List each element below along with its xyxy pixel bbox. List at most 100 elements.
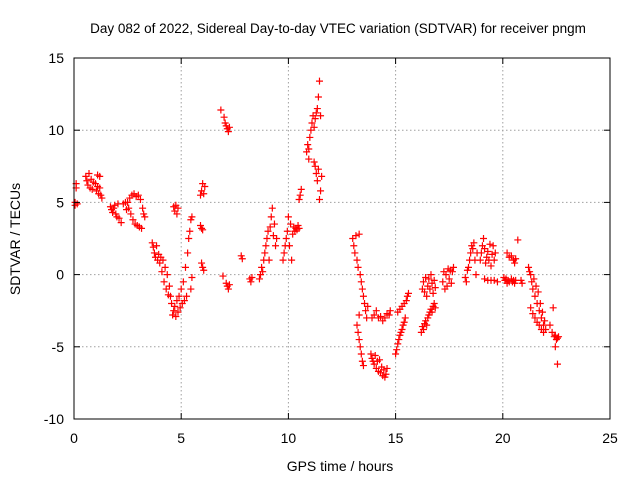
data-point — [380, 366, 388, 374]
data-point — [285, 242, 293, 250]
data-point — [264, 227, 272, 235]
data-point — [176, 304, 184, 312]
data-point — [488, 250, 496, 258]
data-point — [136, 196, 144, 204]
data-point — [174, 308, 182, 316]
data-point — [279, 256, 287, 264]
data-point — [148, 239, 156, 247]
data-point — [540, 328, 548, 336]
data-point — [199, 226, 207, 234]
data-point — [354, 328, 362, 336]
data-point — [200, 190, 208, 198]
data-point — [171, 302, 179, 310]
plot-frame — [73, 57, 611, 420]
data-point — [445, 275, 453, 283]
data-point — [150, 249, 158, 257]
data-point — [173, 210, 181, 218]
data-point — [267, 213, 275, 221]
data-point — [259, 268, 267, 276]
data-point — [355, 311, 363, 319]
data-point — [385, 311, 393, 319]
data-point — [270, 220, 278, 228]
data-point — [462, 278, 470, 286]
data-point — [308, 119, 316, 127]
data-point — [158, 268, 166, 276]
data-point — [98, 194, 106, 202]
data-point — [304, 141, 312, 149]
data-point — [310, 158, 318, 166]
data-point — [364, 302, 372, 310]
data-point — [288, 256, 296, 264]
data-point — [377, 312, 385, 320]
data-point — [535, 321, 543, 329]
data-point — [393, 346, 401, 354]
data-point — [356, 271, 364, 279]
data-point — [282, 235, 290, 242]
data-point — [470, 239, 478, 247]
data-point — [370, 311, 378, 319]
data-point — [490, 256, 498, 264]
x-tick-label: 15 — [388, 430, 404, 446]
data-point — [186, 227, 194, 235]
data-point — [312, 170, 320, 178]
data-point — [265, 256, 273, 264]
data-point — [317, 187, 325, 195]
data-point — [367, 350, 375, 358]
data-point — [127, 210, 135, 218]
data-point — [220, 113, 228, 121]
data-point — [280, 249, 288, 257]
x-axis-label: GPS time / hours — [287, 458, 394, 474]
x-tick-labels: 0 5 10 15 20 25 — [70, 430, 618, 446]
data-point — [352, 232, 360, 240]
data-point — [461, 273, 469, 281]
data-point — [359, 362, 367, 370]
y-tick-label: -5 — [52, 339, 65, 355]
data-point — [355, 230, 363, 238]
data-point — [351, 249, 359, 257]
data-point — [170, 307, 178, 315]
data-point — [305, 145, 313, 153]
x-tick-label: 20 — [495, 430, 511, 446]
data-point — [165, 282, 173, 290]
data-point — [315, 77, 323, 85]
data-point — [480, 235, 488, 242]
data-point — [518, 279, 526, 287]
data-point — [404, 289, 412, 297]
data-point — [185, 235, 193, 242]
data-point — [376, 356, 384, 364]
data-point — [313, 177, 321, 185]
data-point — [183, 292, 191, 300]
data-point — [255, 275, 263, 283]
data-point — [555, 333, 563, 341]
data-point — [449, 263, 457, 271]
data-point — [359, 292, 367, 300]
data-point — [174, 204, 182, 212]
data-point — [134, 191, 142, 199]
data-point — [354, 263, 362, 271]
data-point — [553, 334, 561, 342]
data-point — [315, 196, 323, 204]
data-point — [295, 196, 303, 204]
y-tick-label: 10 — [48, 122, 64, 138]
data-point — [248, 273, 256, 281]
data-point — [538, 308, 546, 316]
data-point — [419, 325, 427, 333]
data-point — [507, 252, 515, 260]
x-tick-label: 0 — [70, 430, 78, 446]
data-point — [258, 263, 266, 271]
data-point — [160, 278, 168, 286]
data-point — [386, 307, 394, 315]
data-point — [469, 245, 477, 253]
data-point — [536, 299, 544, 307]
data-point — [491, 249, 499, 257]
data-point — [295, 224, 303, 232]
data-point — [358, 357, 366, 365]
data-point — [172, 312, 180, 320]
data-point — [217, 106, 225, 114]
data-point — [425, 275, 433, 283]
data-point — [422, 273, 430, 281]
data-point — [541, 317, 549, 325]
data-point — [115, 214, 123, 222]
